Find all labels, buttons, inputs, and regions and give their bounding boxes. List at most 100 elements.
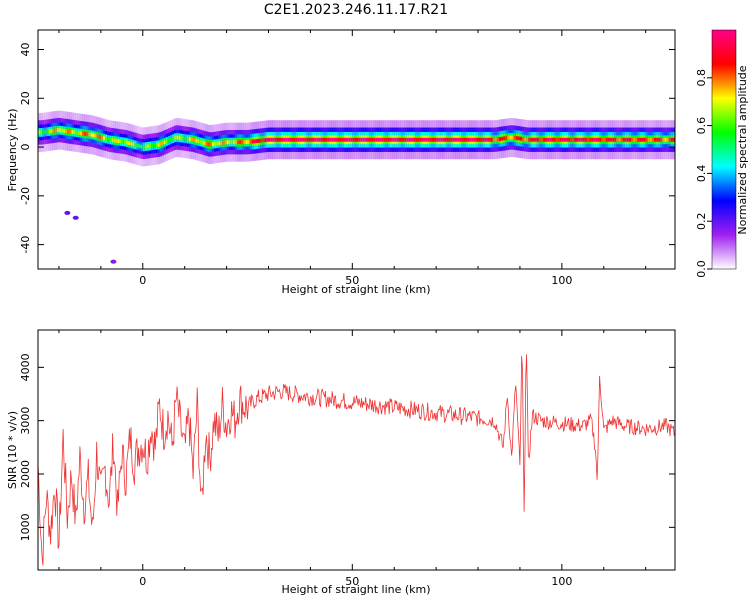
heatmap-cell (584, 137, 588, 142)
snr-frame (37, 329, 676, 571)
heatmap-cell (232, 140, 236, 145)
heatmap-cell (170, 137, 173, 142)
heatmap-cell (322, 137, 326, 142)
colorbar-ticks: 0.0 0.2 0.4 0.6 0.8 (695, 69, 712, 278)
heatmap-cell (50, 129, 53, 134)
heatmap-cell (149, 144, 152, 148)
heatmap-cell (318, 137, 322, 142)
heatmap-cell (381, 137, 385, 142)
heatmap-cell (434, 137, 437, 142)
heatmap-cell (146, 144, 150, 149)
heatmap-cell (314, 137, 317, 142)
heatmap-cell (126, 140, 129, 145)
heatmap-cell (42, 130, 45, 135)
heatmap-cell (73, 130, 77, 135)
heatmap-cell (641, 137, 644, 142)
snr-x-axis-title: Height of straight line (km) (281, 583, 430, 596)
heatmap-cell (438, 137, 441, 142)
heatmap-cell (352, 137, 355, 142)
heatmap-cell (132, 142, 135, 147)
heatmap-cell (532, 137, 535, 142)
heatmap-cell (44, 130, 47, 134)
heatmap-cell (331, 137, 334, 142)
heatmap-cell (651, 137, 655, 142)
heatmap-cell (591, 137, 594, 142)
heatmap-cell (660, 137, 663, 142)
heatmap-cell (128, 141, 131, 146)
heatmap-cell (366, 137, 370, 142)
heatmap-cell (230, 140, 234, 145)
heatmap-cell (207, 142, 211, 147)
heatmap-cell (559, 137, 563, 142)
heatmap-cell (308, 137, 311, 142)
heatmap-cell (440, 137, 443, 142)
colorbar-tick-label: 0.2 (695, 212, 708, 230)
heatmap-cell (620, 137, 623, 142)
heatmap-cell (457, 137, 460, 142)
colorbar-tick-label: 0.4 (695, 165, 708, 183)
heatmap-cell (140, 144, 144, 149)
heatmap-cell (486, 137, 489, 142)
heatmap-cell (184, 136, 188, 141)
heatmap-cell (450, 137, 454, 142)
heatmap-cell (339, 137, 343, 142)
heatmap-cell (278, 137, 282, 142)
heatmap-cell (626, 137, 630, 142)
heatmap-cell (419, 137, 422, 142)
heatmap-cell (172, 136, 175, 141)
heatmap-cell (115, 138, 118, 143)
heatmap-cell (505, 136, 508, 141)
spectrogram-frame (37, 29, 676, 270)
heatmap-cell (568, 137, 571, 142)
heatmap-cell (270, 137, 273, 142)
heatmap-cell (222, 140, 225, 145)
heatmap-cell (645, 137, 649, 142)
heatmap-cell (672, 137, 675, 142)
heatmap-cell (67, 129, 70, 134)
spectrogram-x-tick-label: 0 (139, 274, 146, 287)
snr-y-tick-label: 3000 (19, 407, 32, 435)
heatmap-cell (211, 142, 215, 147)
colorbar-frame (711, 29, 737, 270)
heatmap-cell (496, 137, 500, 142)
heatmap-cell (429, 137, 433, 142)
heatmap-cell (471, 137, 475, 142)
heatmap-cell (54, 128, 58, 133)
heatmap-cell (205, 141, 209, 146)
heatmap-cell (622, 137, 626, 142)
spectrogram-x-axis-title: Height of straight line (km) (281, 283, 430, 296)
heatmap-cell (52, 128, 56, 133)
heatmap-cell (295, 137, 299, 142)
heatmap-cell (245, 140, 248, 145)
heatmap-cell (408, 137, 412, 142)
heatmap-cell (503, 136, 506, 141)
colorbar-tick-label: 0.6 (695, 117, 708, 135)
heatmap-cell (358, 137, 361, 142)
colorbar-gradient (712, 30, 736, 269)
heatmap-cell (656, 137, 659, 142)
heatmap-cell (237, 140, 240, 145)
heatmap-cell (260, 138, 263, 143)
heatmap-cell (507, 135, 510, 140)
heatmap-cell (188, 137, 192, 142)
heatmap-cell (243, 140, 246, 145)
heatmap-cell (633, 137, 636, 142)
spectrogram-y-tick-label: -40 (19, 236, 32, 254)
heatmap-cell (75, 130, 79, 135)
heatmap-cell (234, 140, 238, 145)
heatmap-cell (519, 136, 523, 141)
heatmap-cell (582, 137, 586, 142)
heatmap-speckle (110, 259, 117, 264)
heatmap-cell (387, 137, 391, 142)
heatmap-cell (404, 137, 408, 142)
heatmap-cell (337, 137, 341, 142)
heatmap-cell (193, 138, 196, 142)
heatmap-cell (566, 137, 569, 142)
colorbar-tick-label: 0.0 (695, 260, 708, 278)
colorbar-label: Normalized spectral amplitude (736, 65, 749, 234)
spectrogram-y-tick-label: 0 (19, 144, 32, 151)
heatmap-cell (390, 137, 393, 142)
snr-plot-area (38, 330, 675, 570)
heatmap-cell (547, 137, 550, 142)
heatmap-cell (199, 139, 202, 144)
